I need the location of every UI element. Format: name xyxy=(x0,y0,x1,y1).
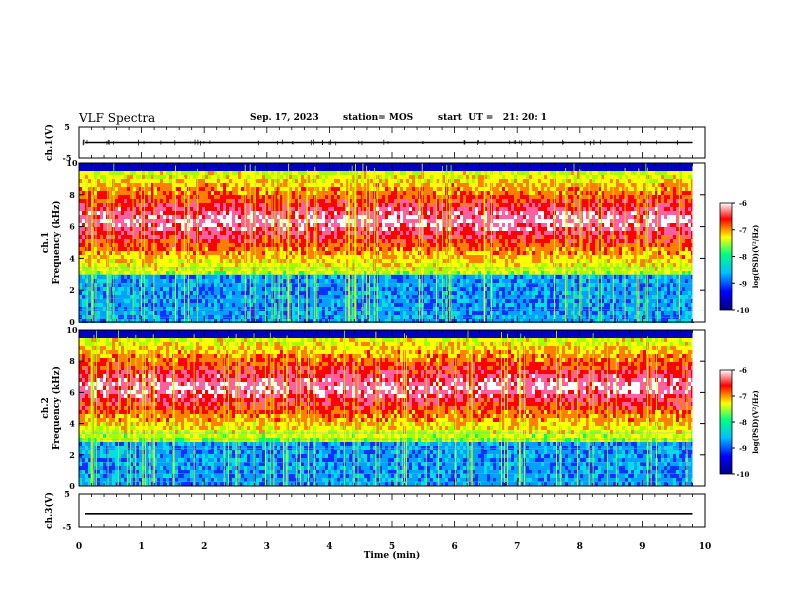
y-tick-label: 5 xyxy=(64,489,70,499)
colorbar-tick-label: -8 xyxy=(739,253,747,262)
x-tick-label: 1 xyxy=(138,542,144,552)
y-tick-label: 8 xyxy=(69,356,75,366)
colorbar-tick-label: -10 xyxy=(737,306,750,315)
y-tick-label: 6 xyxy=(69,222,75,232)
y-tick-label: 2 xyxy=(69,450,75,460)
colorbar xyxy=(719,202,733,311)
colorbar-tick-label: -6 xyxy=(739,199,747,208)
x-tick-label: 5 xyxy=(389,542,395,552)
x-axis xyxy=(78,127,706,527)
y-tick-label: 6 xyxy=(69,387,75,397)
colorbar-tick-label: -8 xyxy=(739,418,747,427)
x-tick-label: 3 xyxy=(264,542,270,552)
x-tick-label: 0 xyxy=(76,542,82,552)
y-tick-label: 0 xyxy=(69,481,75,491)
spectrogram-2 xyxy=(78,162,735,323)
x-tick-label: 2 xyxy=(201,542,207,552)
y-axis-label: ch.1 xyxy=(41,232,51,253)
start-time-label: start UT = 21: 20: 1 xyxy=(438,113,548,123)
x-tick-label: 7 xyxy=(514,542,520,552)
colorbar-label: log(PSD)(V²/Hz) xyxy=(751,225,760,289)
y-tick-label: -5 xyxy=(63,522,72,532)
y-tick-label: -5 xyxy=(63,153,72,163)
x-tick-label: 10 xyxy=(699,542,712,552)
colorbar-label: log(PSD)(V²/Hz) xyxy=(751,390,760,454)
spectrogram-3 xyxy=(78,329,735,487)
y-axis-label: Frequency (kHz) xyxy=(51,366,62,450)
x-tick-label: 9 xyxy=(639,542,645,552)
figure-title: VLF Spectra xyxy=(79,111,156,125)
y-axis-label: ch.2 xyxy=(41,397,51,418)
station-label: station= MOS xyxy=(343,113,414,123)
colorbar-tick-label: -9 xyxy=(739,279,747,288)
y-tick-label: 4 xyxy=(69,253,75,263)
x-tick-label: 6 xyxy=(451,542,457,552)
y-tick-label: 10 xyxy=(66,325,78,335)
date-label: Sep. 17, 2023 xyxy=(250,113,319,123)
x-axis-label: Time (min) xyxy=(364,550,421,561)
y-tick-label: 8 xyxy=(69,190,75,200)
y-tick-label: 0 xyxy=(69,317,75,327)
y-axis-label: ch.1(V) xyxy=(44,124,55,161)
x-tick-label: 8 xyxy=(577,542,583,552)
colorbar-tick-label: -10 xyxy=(737,470,750,479)
colorbar-tick-label: -9 xyxy=(739,444,747,453)
colorbar-tick-label: -7 xyxy=(739,226,747,235)
y-tick-label: 10 xyxy=(66,158,78,168)
y-tick-label: 2 xyxy=(69,285,75,295)
colorbar-tick-label: -7 xyxy=(739,392,747,401)
y-tick-label: 4 xyxy=(69,419,75,429)
x-tick-label: 4 xyxy=(326,542,332,552)
y-axis-label: ch.3(V) xyxy=(44,492,55,529)
colorbar-tick-label: -6 xyxy=(739,366,747,375)
y-axis-label: Frequency (kHz) xyxy=(51,200,62,284)
y-tick-label: 5 xyxy=(64,122,70,132)
colorbar xyxy=(719,369,733,475)
